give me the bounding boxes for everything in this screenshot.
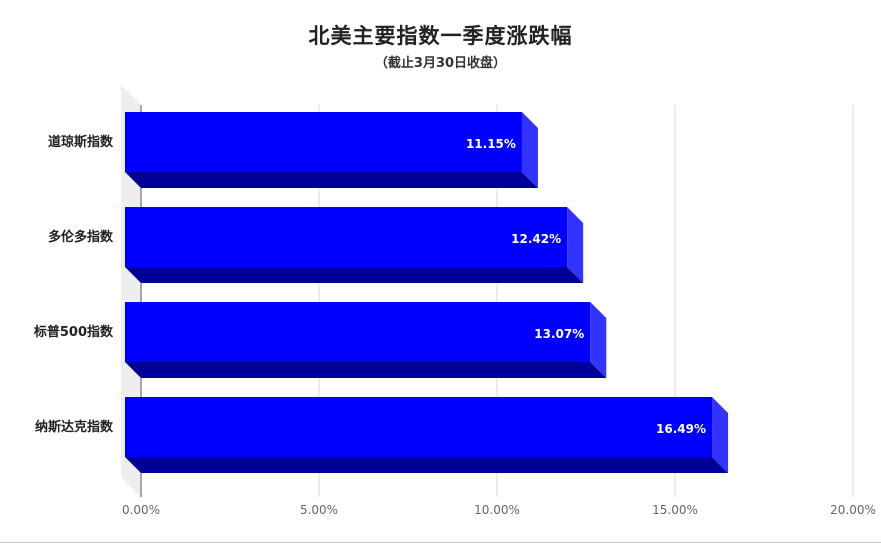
chart-wall	[121, 85, 141, 497]
bar[interactable]	[125, 397, 713, 457]
bar[interactable]	[125, 302, 591, 362]
bar-side-face	[567, 207, 584, 283]
data-label: 12.42%	[511, 232, 561, 246]
data-label: 11.15%	[466, 137, 516, 151]
x-tick-label: 0.00%	[122, 503, 160, 517]
x-tick-label: 5.00%	[300, 503, 338, 517]
bar-side-face	[712, 397, 729, 473]
bar-bottom-face	[125, 362, 607, 378]
category-label: 多伦多指数	[48, 229, 114, 245]
data-label: 16.49%	[656, 422, 706, 436]
category-label: 标普500指数	[33, 324, 114, 340]
category-label: 纳斯达克指数	[35, 419, 114, 435]
x-tick-label: 15.00%	[652, 503, 698, 517]
bar-side-face	[521, 112, 538, 188]
category-label: 道琼斯指数	[48, 134, 114, 150]
bottom-divider	[0, 542, 881, 543]
bar-side-face	[590, 302, 607, 378]
bar[interactable]	[125, 207, 568, 267]
data-label: 13.07%	[534, 327, 584, 341]
bar-bottom-face	[125, 172, 538, 188]
bar[interactable]	[125, 112, 522, 172]
x-tick-label: 20.00%	[830, 503, 876, 517]
x-tick-label: 10.00%	[474, 503, 520, 517]
chart-title: 北美主要指数一季度涨跌幅	[308, 24, 573, 48]
bar-bottom-face	[125, 267, 584, 283]
bar-bottom-face	[125, 457, 729, 473]
chart-subtitle: （截止3月30日收盘）	[374, 56, 507, 71]
